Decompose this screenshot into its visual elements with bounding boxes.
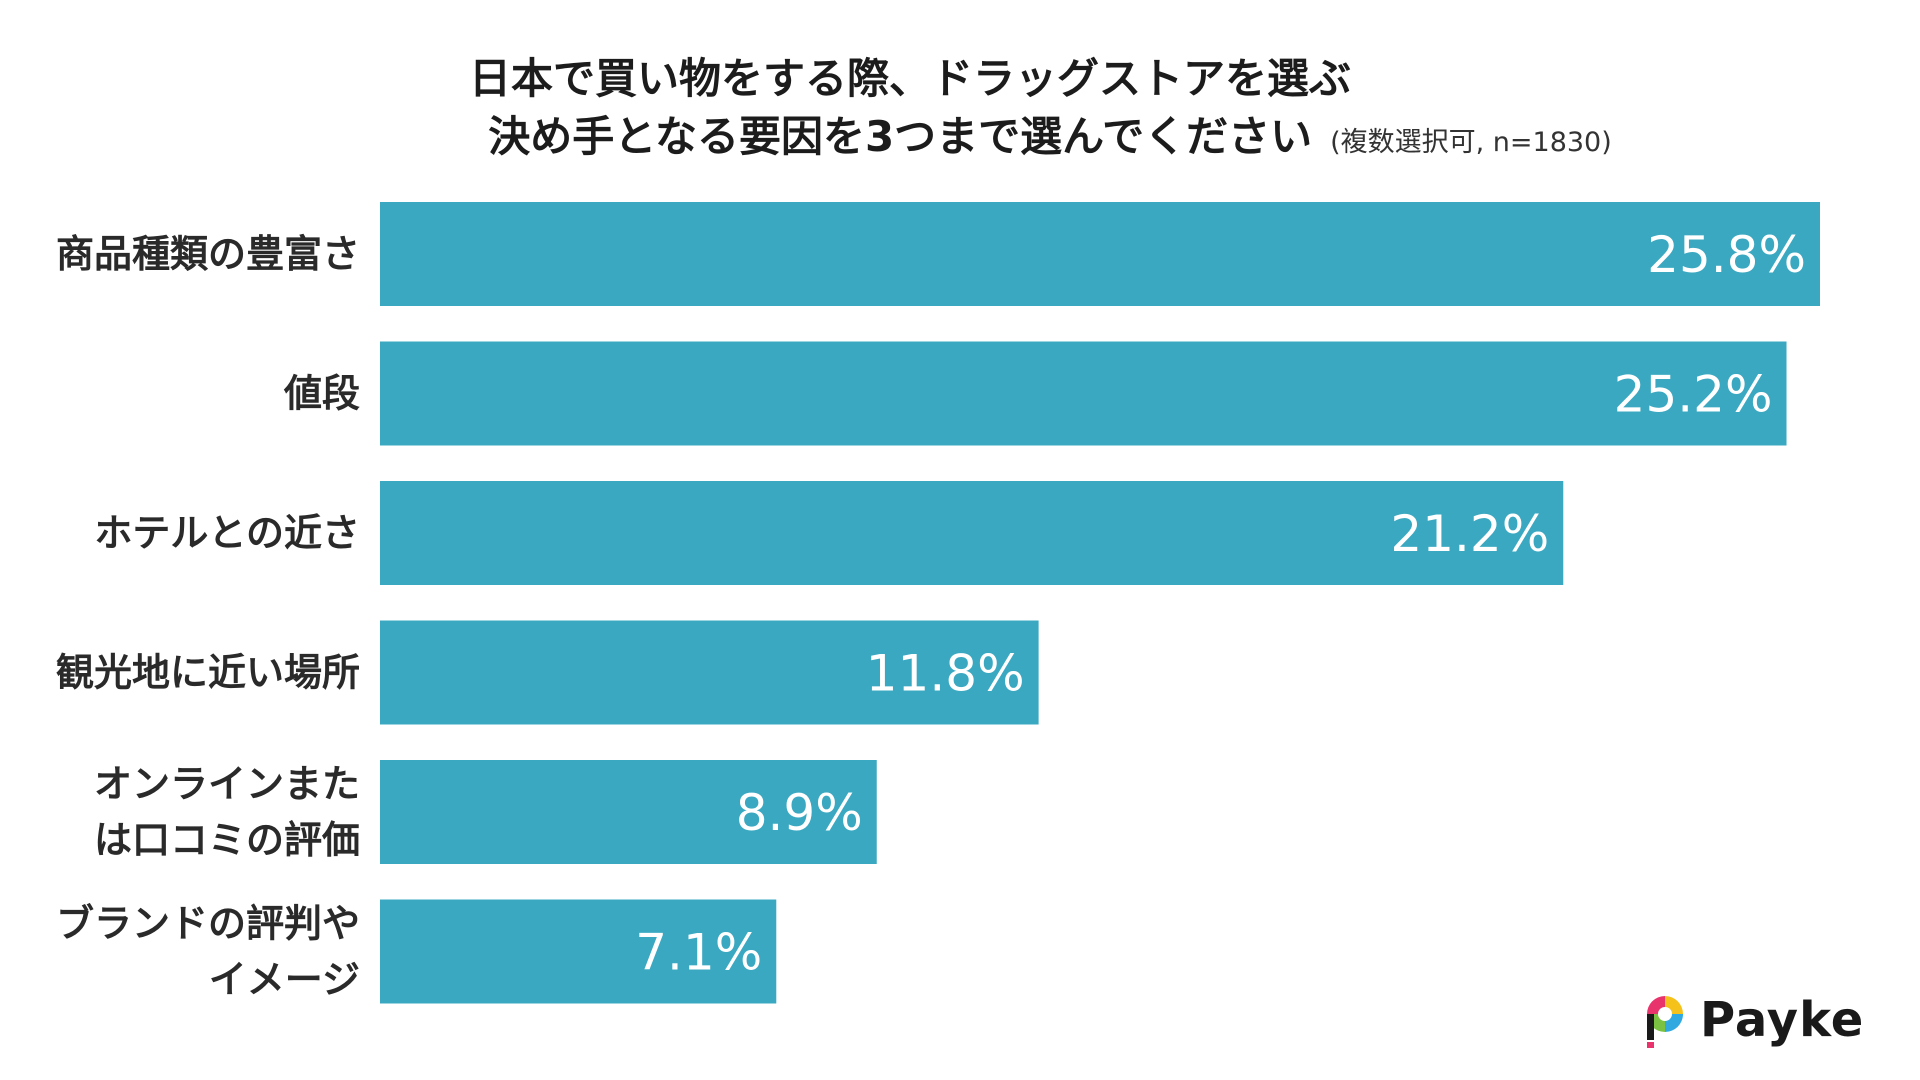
bar-5	[380, 899, 777, 1004]
value-label-5: 7.1%	[635, 924, 762, 982]
category-label-4-line-0: オンラインまた	[94, 762, 360, 806]
bar-1	[380, 341, 1787, 446]
payke-logo-text: Payke	[1700, 992, 1865, 1048]
category-label-1: 値段	[283, 372, 360, 416]
title-line-2: 決め手となる要因を3つまで選んでください	[488, 112, 1313, 161]
bar-2	[380, 481, 1564, 585]
bar-0	[380, 202, 1820, 306]
category-label-4-line-1: は口コミの評価	[94, 818, 360, 862]
payke-logo: Payke	[1640, 990, 1864, 1050]
category-label-0: 商品種類の豊富さ	[56, 232, 360, 276]
chart-title: 日本で買い物をする際、ドラッグストアを選ぶ 決め手となる要因を3つまで選んでくだ…	[0, 50, 1920, 172]
category-label-3: 観光地に近い場所	[56, 651, 360, 695]
bar-4	[380, 760, 877, 864]
value-label-4: 8.9%	[736, 784, 863, 842]
title-line-1: 日本で買い物をする際、ドラッグストアを選ぶ	[468, 54, 1351, 103]
category-label-5-line-0: ブランドの評判や	[56, 902, 360, 946]
sample-note: (複数選択可, n=1830)	[1330, 127, 1612, 158]
value-label-0: 25.8%	[1647, 226, 1806, 284]
bar-3	[380, 620, 1039, 725]
category-label-5-line-1: イメージ	[209, 958, 360, 1002]
value-label-3: 11.8%	[866, 645, 1025, 703]
category-label-2: ホテルとの近さ	[94, 511, 360, 555]
value-label-1: 25.2%	[1614, 366, 1773, 424]
value-label-2: 21.2%	[1390, 505, 1549, 563]
payke-logo-icon	[1647, 996, 1683, 1048]
